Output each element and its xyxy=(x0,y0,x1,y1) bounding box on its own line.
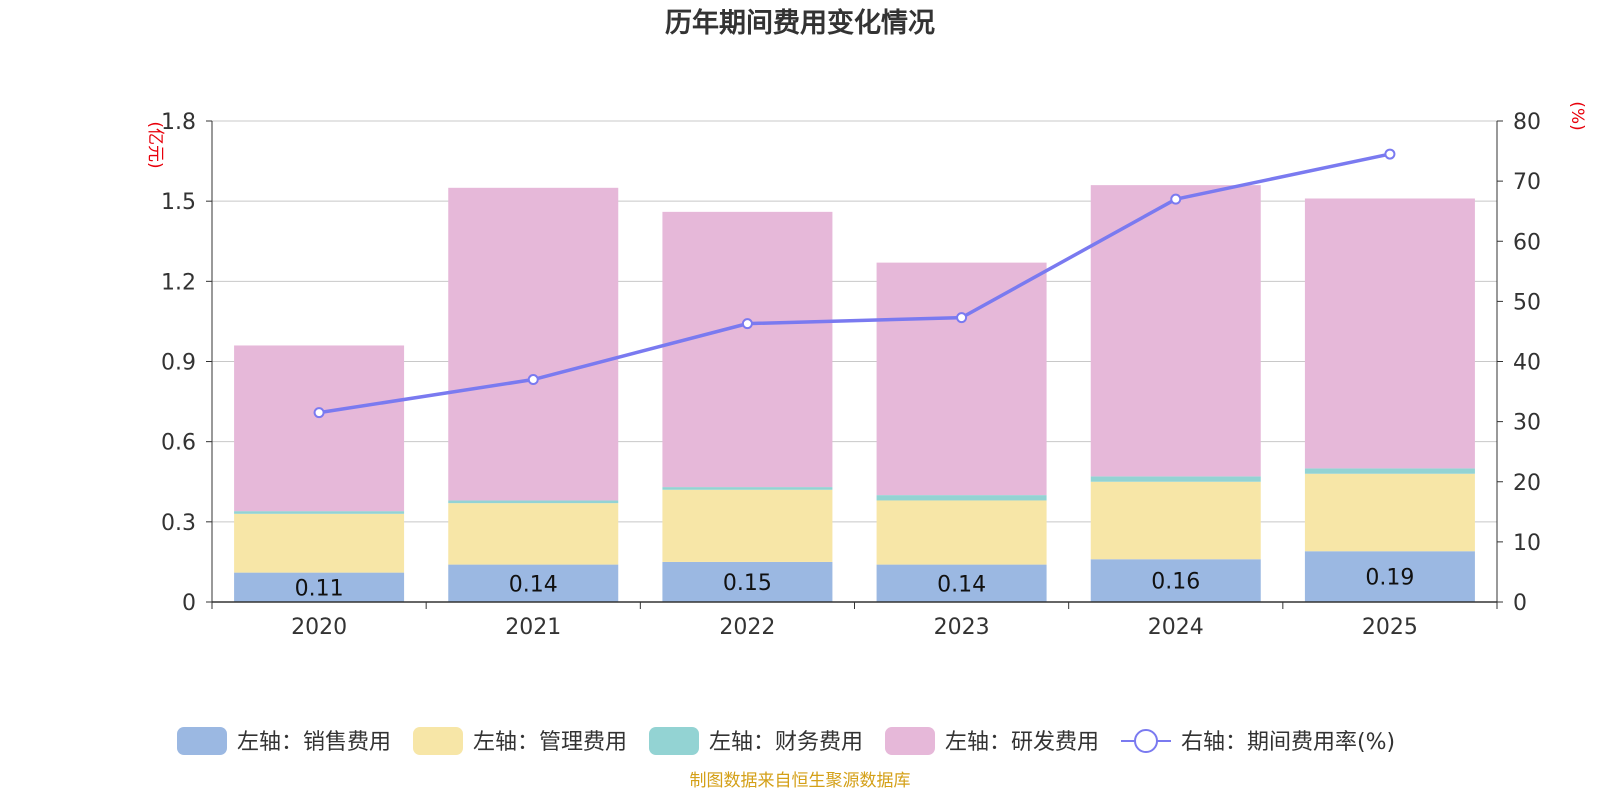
left-axis-tick-label: 1.5 xyxy=(161,190,196,215)
bar-segment xyxy=(1090,476,1261,482)
left-axis-unit: (亿元) xyxy=(145,121,165,168)
x-axis-label: 2024 xyxy=(1148,615,1204,640)
bar-segment xyxy=(876,262,1047,496)
right-axis-tick-label: 20 xyxy=(1513,471,1541,496)
data-label: 0.19 xyxy=(1365,566,1414,591)
legend-swatch xyxy=(177,727,227,755)
data-label: 0.14 xyxy=(937,572,986,597)
x-axis-label: 2021 xyxy=(505,615,561,640)
data-label: 0.11 xyxy=(295,576,344,601)
right-axis-tick-label: 30 xyxy=(1513,411,1541,436)
bar-segment xyxy=(448,564,619,602)
chart-title: 历年期间费用变化情况 xyxy=(665,7,935,39)
left-axis-tick-label: 0.6 xyxy=(161,431,196,456)
rate-line xyxy=(313,148,1396,419)
bar-segment xyxy=(1304,198,1475,469)
x-axis-label: 2022 xyxy=(719,615,775,640)
bar-segment xyxy=(1090,559,1261,602)
bar-segment xyxy=(448,187,619,501)
right-axis-tick-label: 40 xyxy=(1513,351,1541,376)
legend-item-label: 左轴：财务费用 xyxy=(709,730,863,755)
bars xyxy=(234,185,1475,602)
right-axis-tick-label: 60 xyxy=(1513,230,1541,255)
rate-point xyxy=(1384,148,1396,160)
bar-segment xyxy=(448,503,619,565)
right-axis-unit: (%) xyxy=(1567,101,1587,130)
bar-segment xyxy=(876,564,1047,602)
legend-item-label: 右轴：期间费用率(%) xyxy=(1181,730,1395,755)
rate-line-path xyxy=(318,152,1391,415)
legend-swatch xyxy=(649,727,699,755)
bar-segment xyxy=(662,561,833,602)
bar-segment xyxy=(234,572,405,602)
x-axis-label: 2020 xyxy=(291,615,347,640)
bar-segment xyxy=(448,500,619,504)
bar-segment xyxy=(1304,551,1475,602)
data-labels: 0.11 0.14 0.15 0.14 0.16 0.19 xyxy=(295,566,1415,602)
left-axis-tick-label: 1.2 xyxy=(161,270,196,295)
bar-segment xyxy=(876,495,1047,501)
bar-segment xyxy=(234,345,405,512)
right-axis-tick-label: 70 xyxy=(1513,170,1541,195)
legend[interactable]: 左轴：销售费用 左轴：管理费用 左轴：财务费用 左轴：研发费用 右轴：期间费用率(%) xyxy=(177,727,1395,755)
rate-point xyxy=(527,374,539,386)
left-axis-tick-label: 0.9 xyxy=(161,351,196,376)
right-axis-tick-label: 10 xyxy=(1513,531,1541,556)
left-axis-tick-label: 0 xyxy=(182,591,196,616)
axes: 0 0.3 0.6 0.9 1.2 1.5 1.8 0 10 20 30 40 50 60 70 80 2020… xyxy=(161,110,1541,640)
bar-segment xyxy=(662,487,833,490)
source-note: 制图数据来自恒生聚源数据库 xyxy=(690,771,911,791)
data-label: 0.16 xyxy=(1151,570,1200,595)
bar-segment xyxy=(662,211,833,488)
legend-swatch xyxy=(413,727,463,755)
legend-item-label: 左轴：研发费用 xyxy=(945,730,1099,755)
right-axis-tick-label: 80 xyxy=(1513,110,1541,135)
bar-segment xyxy=(1090,185,1261,477)
bar-segment xyxy=(662,489,833,562)
bar-segment xyxy=(876,500,1047,565)
bar-segment xyxy=(1090,481,1261,560)
rate-point xyxy=(741,318,753,330)
bar-segment xyxy=(1304,468,1475,474)
left-axis-tick-label: 1.8 xyxy=(161,110,196,135)
legend-item-label: 左轴：管理费用 xyxy=(473,730,627,755)
right-axis-tick-label: 0 xyxy=(1513,591,1527,616)
data-label: 0.14 xyxy=(509,572,558,597)
bar-segment xyxy=(234,513,405,573)
right-axis-tick-label: 50 xyxy=(1513,290,1541,315)
bar-segment xyxy=(1304,473,1475,552)
x-axis-label: 2025 xyxy=(1362,615,1418,640)
rate-point xyxy=(956,312,968,324)
legend-marker xyxy=(1134,729,1158,753)
bar-segment xyxy=(234,511,405,514)
rate-point xyxy=(313,407,325,419)
gridlines xyxy=(212,120,1497,523)
left-axis-tick-label: 0.3 xyxy=(161,511,196,536)
legend-item-label: 左轴：销售费用 xyxy=(237,730,391,755)
legend-swatch xyxy=(885,727,935,755)
x-axis-label: 2023 xyxy=(934,615,990,640)
data-label: 0.15 xyxy=(723,571,772,596)
rate-point xyxy=(1170,193,1182,205)
